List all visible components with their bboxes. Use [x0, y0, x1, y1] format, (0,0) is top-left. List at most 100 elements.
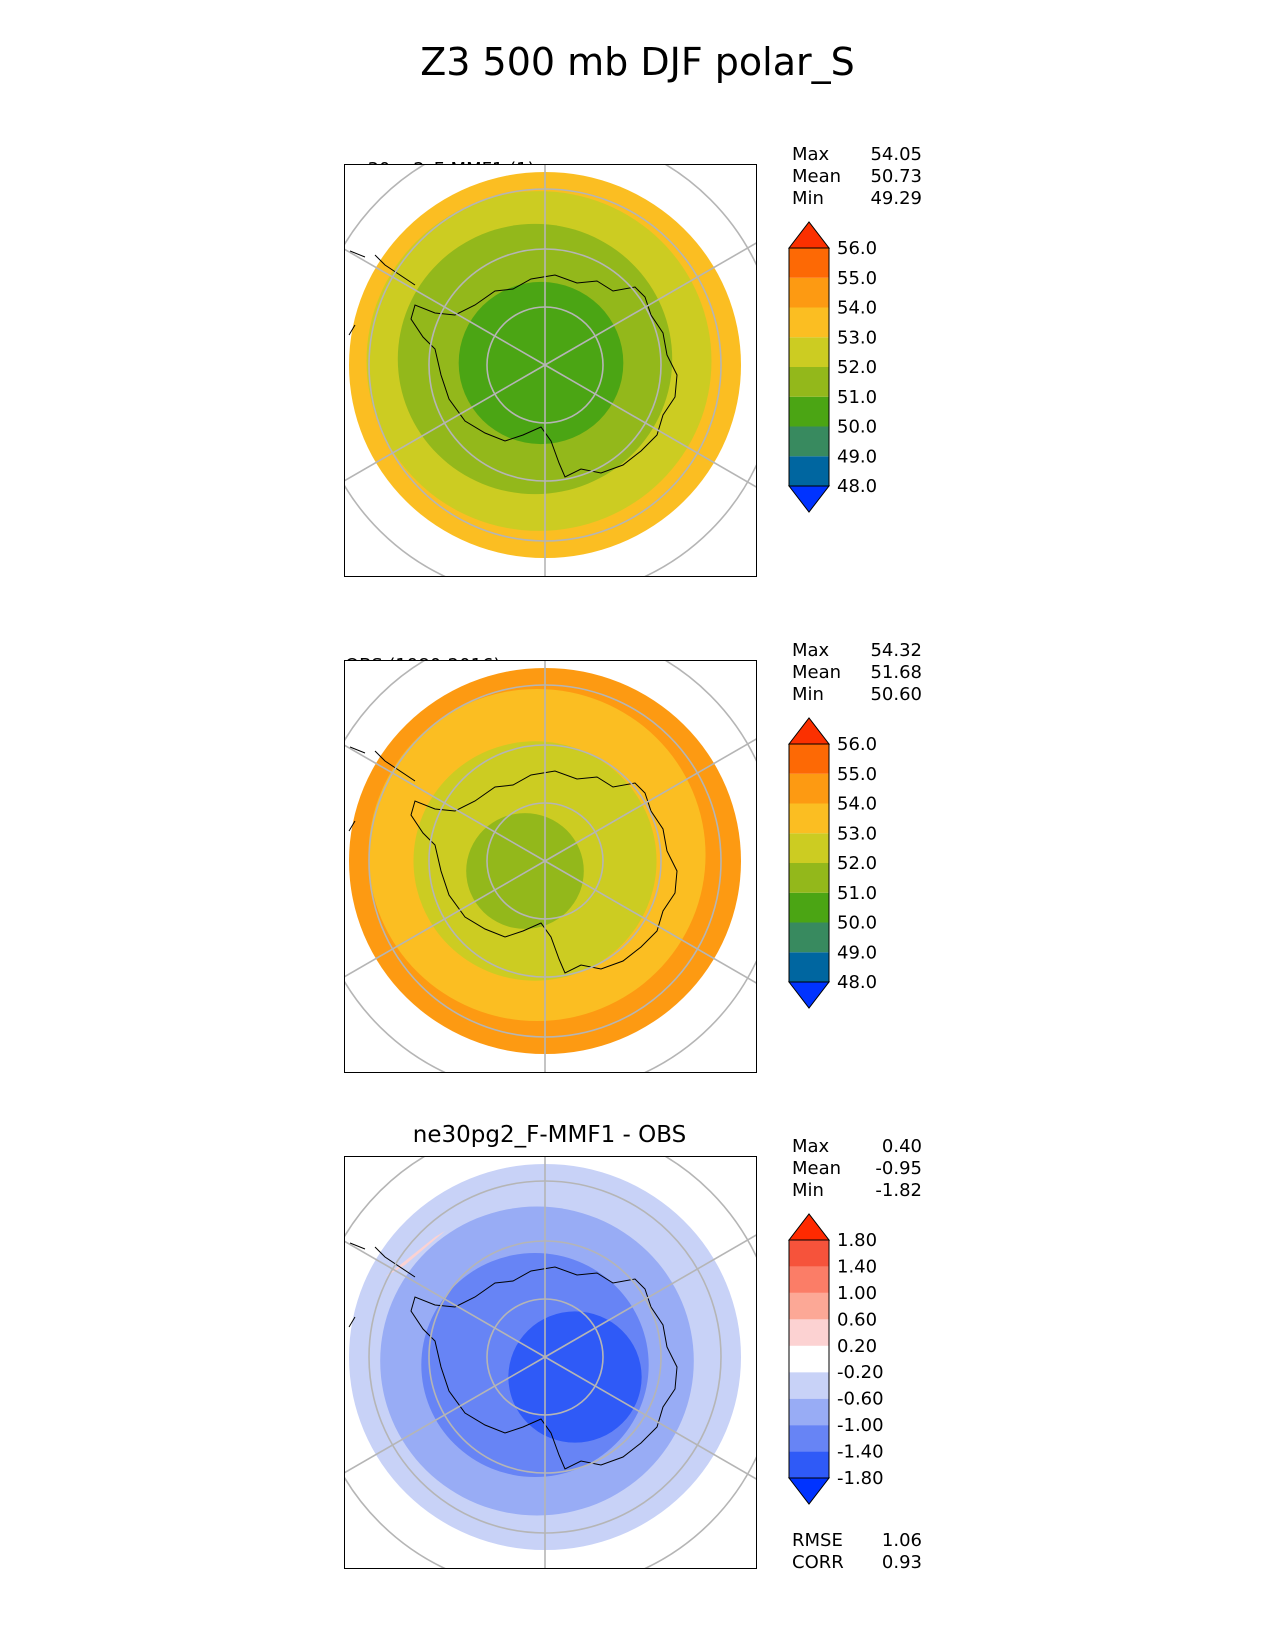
colorbar-bin-8: [789, 744, 829, 774]
meridian-2: [345, 1240, 546, 1358]
meridian-5: [544, 860, 756, 984]
meridian-1: [345, 1356, 546, 1474]
panel1-colorbar: 48.0 49.0 50.0 51.0 52.0 53.0 54.0 55.0 56.0: [787, 221, 877, 513]
colorbar-bin-2: [789, 922, 829, 953]
meridian-5: [544, 364, 756, 488]
colorbar-tick-label: 56.0: [837, 734, 877, 755]
colorbar-bin-8: [789, 248, 829, 278]
colorbar-tick-label: 53.0: [837, 823, 877, 844]
colorbar-bin-1: [789, 456, 829, 486]
panel3-corr: 0.93: [881, 1552, 922, 1573]
meridian-1: [345, 364, 546, 482]
coastline-south-america: [348, 1242, 416, 1328]
colorbar-tick-label: 0.60: [837, 1309, 877, 1330]
panel2-colorbar: 48.0 49.0 50.0 51.0 52.0 53.0 54.0 55.0 56.0: [787, 717, 877, 1009]
colorbar-tick-label: 1.00: [837, 1283, 877, 1304]
colorbar-tick-label: 56.0: [837, 238, 877, 259]
colorbar-frame: [788, 1239, 830, 1479]
colorbar-bin-1: [789, 952, 829, 982]
colorbar-bin-8: [789, 1266, 829, 1293]
colorbar-bin-7: [789, 277, 829, 308]
colorbar-bin-2: [789, 426, 829, 457]
panel1-min: 49.29: [870, 188, 922, 209]
contour-fill-3: [466, 813, 584, 929]
panel1-max: 54.05: [870, 144, 922, 165]
coastline: [410, 770, 678, 974]
panel3-map: [344, 1156, 757, 1569]
colorbar-tick-label: -1.80: [837, 1468, 884, 1489]
colorbar-bin-6: [789, 307, 829, 338]
colorbar-tick-label: 53.0: [837, 327, 877, 348]
graticule: [345, 1157, 756, 1568]
meridian-4: [544, 242, 756, 366]
coastline-south-america: [348, 250, 416, 336]
colorbar-bin-7: [789, 1292, 829, 1320]
panel3-map-svg: [345, 1157, 756, 1568]
panel3-mean: -0.95: [875, 1158, 922, 1179]
panel3-title: ne30pg2_F-MMF1 - OBS: [412, 1122, 687, 1148]
colorbar-bin-2: [789, 1425, 829, 1452]
colorbar-tick-label: 55.0: [837, 268, 877, 289]
colorbar-bin-6: [789, 803, 829, 834]
panel1-stats: Max 54.05 Mean 50.73 Min 49.29: [792, 144, 922, 209]
colorbar-tick-label: -0.60: [837, 1389, 884, 1410]
panel3-max: 0.40: [881, 1136, 922, 1157]
coastline: [410, 274, 678, 478]
panel2-map-svg: [345, 661, 756, 1072]
colorbar-frame: [788, 743, 830, 983]
panel2-map: [344, 660, 757, 1073]
panel2-min: 50.60: [870, 684, 922, 705]
colorbar-tick-label: 48.0: [837, 972, 877, 993]
colorbar-extend-min: [787, 1477, 831, 1505]
coastline-south-america: [348, 746, 416, 832]
colorbar-tick-label: 49.0: [837, 446, 877, 467]
colorbar-tick-label: 54.0: [837, 298, 877, 319]
colorbar-bin-5: [789, 337, 829, 367]
colorbar-tick-label: -1.40: [837, 1442, 884, 1463]
meridian-5: [544, 1356, 756, 1480]
panel1-mean: 50.73: [870, 166, 922, 187]
colorbar-tick-label: 1.40: [837, 1256, 877, 1277]
graticule: [345, 165, 756, 576]
panel3-colorbar: -1.80 -1.40 -1.00 -0.60 -0.20 0.20 0.60 1.00 1.4…: [787, 1213, 884, 1505]
panel1-map: [344, 164, 757, 577]
colorbar-tick-label: 50.0: [837, 913, 877, 934]
contour-fill-3: [508, 1311, 642, 1443]
meridian-1: [345, 860, 546, 978]
colorbar-bin-4: [789, 863, 829, 893]
colorbar-extend-max: [787, 221, 831, 249]
panel3-stats: Max 0.40 Mean -0.95 Min -1.82: [792, 1136, 922, 1201]
meridian-2: [345, 248, 546, 366]
colorbar-tick-label: -1.00: [837, 1415, 884, 1436]
colorbar-tick-label: 51.0: [837, 387, 877, 408]
colorbar-extend-min: [787, 485, 831, 513]
positive-anomaly-patch: [385, 1231, 445, 1277]
colorbar-bin-9: [789, 1240, 829, 1267]
colorbar-bin-4: [789, 1372, 829, 1399]
colorbar-bin-3: [789, 1398, 829, 1426]
colorbar-bin-1: [789, 1451, 829, 1478]
coastline: [410, 1266, 678, 1470]
panel1-map-svg: [345, 165, 756, 576]
colorbar-tick-label: 50.0: [837, 417, 877, 438]
colorbar-tick-label: -0.20: [837, 1362, 884, 1383]
panel3-rmse: 1.06: [881, 1530, 922, 1551]
panel2-stats: Max 54.32 Mean 51.68 Min 50.60: [792, 640, 922, 705]
panel2-mean: 51.68: [870, 662, 922, 683]
colorbar-bin-5: [789, 833, 829, 863]
colorbar-bin-4: [789, 367, 829, 397]
colorbar-tick-label: 52.0: [837, 357, 877, 378]
colorbar-tick-label: 52.0: [837, 853, 877, 874]
colorbar-bin-7: [789, 773, 829, 804]
colorbar-extend-min: [787, 981, 831, 1009]
colorbar-tick-label: 54.0: [837, 794, 877, 815]
panel2-max: 54.32: [870, 640, 922, 661]
meridian-2: [345, 744, 546, 862]
colorbar-extend-max: [787, 717, 831, 745]
figure-title: Z3 500 mb DJF polar_S: [420, 40, 855, 84]
colorbar-tick-label: 55.0: [837, 764, 877, 785]
colorbar-frame: [788, 247, 830, 487]
panel3-min: -1.82: [875, 1180, 922, 1201]
colorbar-bin-6: [789, 1319, 829, 1346]
panel3-metrics: RMSE 1.06 CORR 0.93: [792, 1530, 922, 1573]
